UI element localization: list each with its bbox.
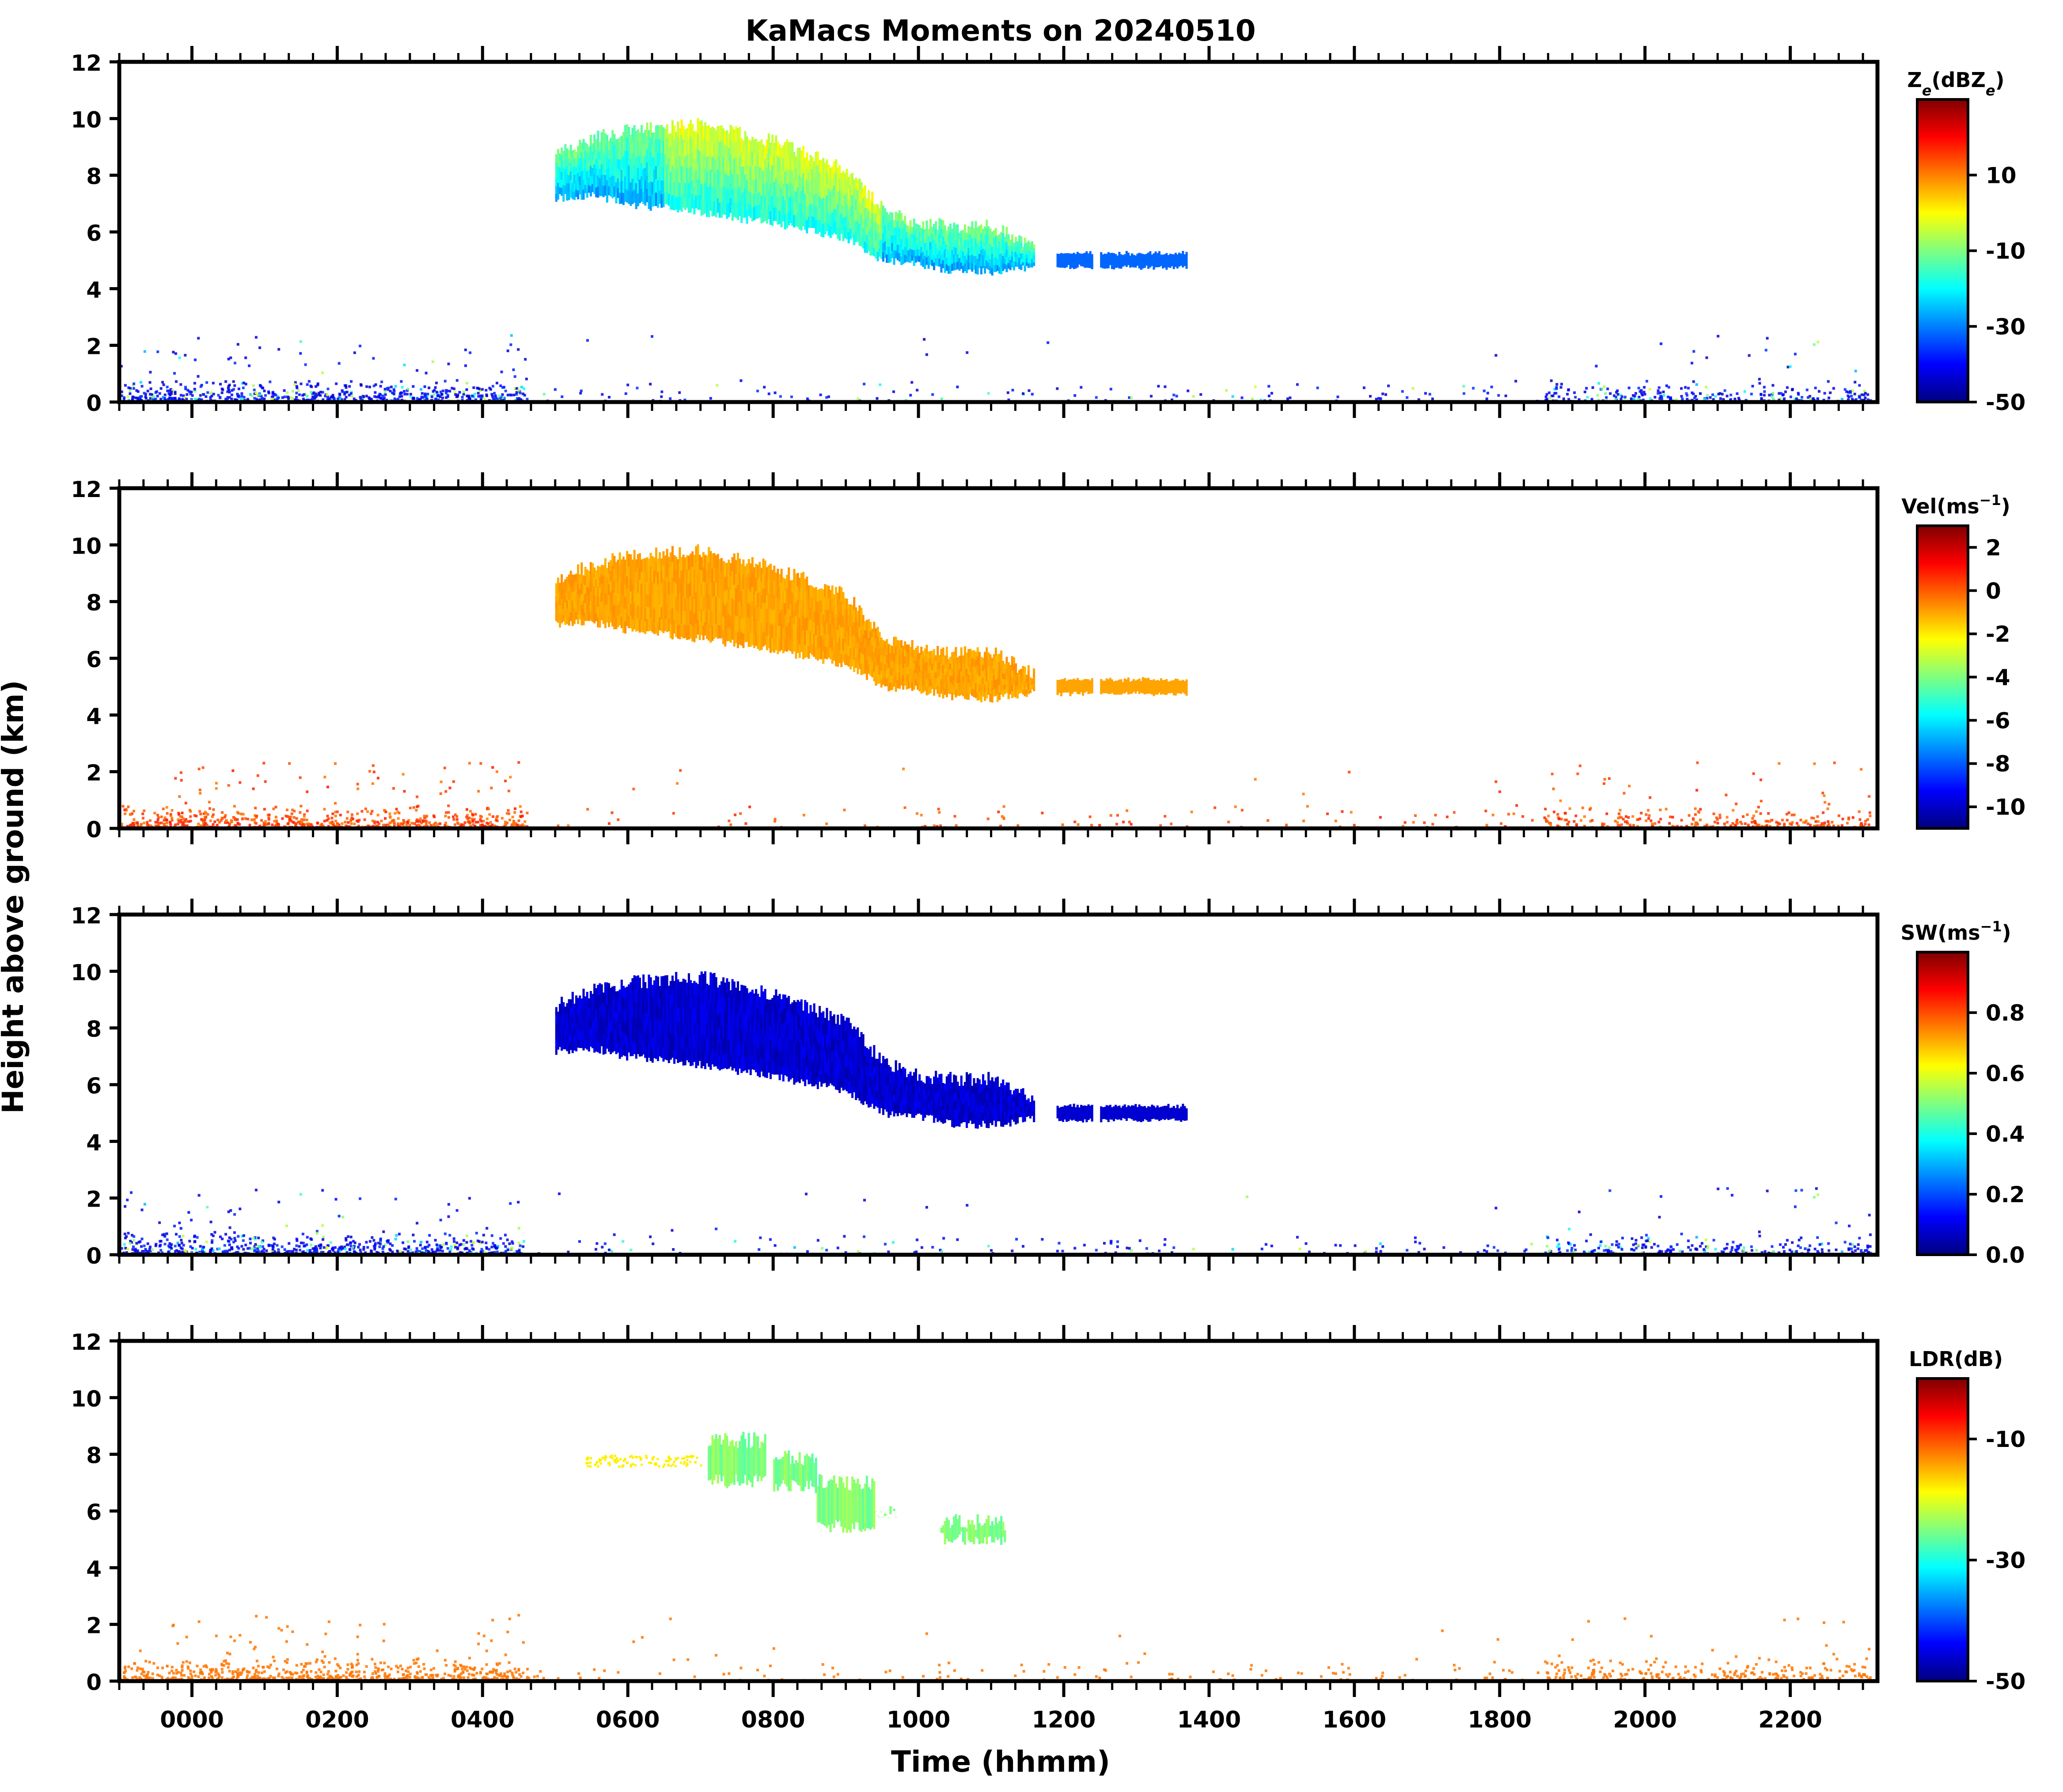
- ground-clutter: [120, 1614, 1877, 1681]
- colorbar-ldr: LDR(dB) -10 -30 -50: [1909, 1347, 2025, 1694]
- y-tick-label: 2: [86, 1613, 102, 1639]
- ground-clutter: [120, 334, 1874, 402]
- y-tick-label: 12: [71, 903, 102, 929]
- y-tick-label: 4: [86, 1556, 102, 1582]
- x-tick-label: 0000: [160, 1707, 224, 1733]
- x-tick-label: 1000: [887, 1707, 951, 1733]
- cloud-echo: [555, 118, 1188, 276]
- cloud-echo: [555, 971, 1188, 1129]
- colorbar-tick-label: -30: [1986, 314, 2025, 340]
- y-tick-label: 8: [86, 590, 102, 616]
- colorbar-tick-label: -50: [1986, 1669, 2025, 1694]
- panel-vel: 0 2 4 6 8 10 12 Vel(ms−1) 2 0 -2 -4 -6 -8 -10: [71, 472, 2025, 844]
- y-tick-label: 0: [86, 1670, 102, 1695]
- panels: 0 2 4 6 8 10 12 Ze(dBZe) 10 -10 -30 -50 0 2 4 6 8 10 12 Vel…: [71, 46, 2025, 1733]
- colorbar-label: LDR(dB): [1909, 1347, 2003, 1371]
- y-tick-label: 4: [86, 277, 102, 303]
- colorbar-tick-label: 0.0: [1986, 1242, 2025, 1268]
- x-tick-label: 0800: [741, 1707, 805, 1733]
- figure-title: KaMacs Moments on 20240510: [745, 14, 1255, 48]
- colorbar-tick-label: -30: [1986, 1548, 2025, 1573]
- y-tick-label: 8: [86, 164, 102, 190]
- panel-sw: 0 2 4 6 8 10 12 SW(ms−1) 0.8 0.6 0.4 0.2 0.0: [71, 899, 2025, 1271]
- y-tick-label: 4: [86, 1130, 102, 1155]
- colorbar-tick-label: -10: [1986, 239, 2025, 264]
- colorbar-tick-label: -10: [1986, 1427, 2025, 1452]
- y-tick-label: 10: [71, 107, 102, 133]
- colorbar-gradient: [1916, 98, 1969, 403]
- colorbar-tick-label: 0.6: [1986, 1061, 2025, 1086]
- y-tick-label: 12: [71, 477, 102, 502]
- y-tick-label: 2: [86, 334, 102, 360]
- y-tick-label: 12: [71, 50, 102, 76]
- x-tick-label: 2200: [1758, 1707, 1822, 1733]
- colorbar-tick-label: -2: [1986, 622, 2010, 647]
- y-tick-label: 8: [86, 1443, 102, 1469]
- y-axis-label: Height above ground (km): [0, 680, 30, 1114]
- colorbar-ze: Ze(dBZe) 10 -10 -30 -50: [1907, 68, 2025, 415]
- axes-frame: [117, 1339, 1880, 1683]
- x-tick-label: 1200: [1032, 1707, 1096, 1733]
- x-axis-label: Time (hhmm): [891, 1745, 1110, 1779]
- y-tick-label: 2: [86, 760, 102, 786]
- colorbar-tick-label: -8: [1986, 751, 2010, 777]
- y-tick-label: 10: [71, 1386, 102, 1412]
- ground-clutter: [119, 761, 1872, 828]
- plot-area: [119, 544, 1872, 828]
- y-tick-label: 2: [86, 1187, 102, 1212]
- ground-clutter: [119, 1187, 1877, 1255]
- colorbar-tick-label: -50: [1986, 390, 2025, 415]
- colorbar-tick-label: 0.2: [1986, 1182, 2025, 1207]
- x-tick-label: 0200: [305, 1707, 369, 1733]
- x-tick-label: 1800: [1468, 1707, 1532, 1733]
- y-tick-label: 12: [71, 1329, 102, 1355]
- y-tick-label: 6: [86, 220, 102, 246]
- panel-ze: 0 2 4 6 8 10 12 Ze(dBZe) 10 -10 -30 -50: [71, 46, 2025, 418]
- y-tick-label: 0: [86, 1243, 102, 1269]
- colorbar-tick-label: 0.4: [1986, 1121, 2025, 1147]
- y-tick-label: 0: [86, 391, 102, 416]
- colorbar-sw: SW(ms−1) 0.8 0.6 0.4 0.2 0.0: [1900, 918, 2025, 1268]
- colorbar-tick-label: 10: [1986, 163, 2017, 188]
- panel-ldr: 0 2 4 6 8 10 12 0000 0200 0400 0600 0800 1000 1200 140…: [71, 1325, 2025, 1733]
- y-tick-label: 10: [71, 960, 102, 985]
- x-tick-label: 0400: [451, 1707, 515, 1733]
- cloud-echo: [555, 544, 1188, 703]
- colorbar-tick-label: 0.8: [1986, 1000, 2025, 1026]
- x-tick-label: 2000: [1613, 1707, 1677, 1733]
- y-tick-label: 6: [86, 1500, 102, 1525]
- plot-area: [119, 971, 1877, 1255]
- colorbar-gradient: [1916, 951, 1969, 1256]
- y-tick-label: 6: [86, 1073, 102, 1099]
- y-tick-label: 8: [86, 1017, 102, 1042]
- colorbar-label: Vel(ms−1): [1901, 492, 2010, 518]
- y-tick-label: 4: [86, 703, 102, 729]
- colorbar-tick-label: 0: [1986, 578, 2001, 604]
- colorbar-tick-label: 2: [1986, 535, 2001, 561]
- colorbar-tick-label: -6: [1986, 708, 2010, 733]
- colorbar-gradient: [1916, 1377, 1969, 1682]
- colorbar-label: Ze(dBZe): [1907, 68, 2004, 99]
- cloud-echo: [585, 1431, 1006, 1545]
- colorbar-gradient: [1916, 524, 1969, 830]
- colorbar-vel: Vel(ms−1) 2 0 -2 -4 -6 -8 -10: [1901, 492, 2025, 830]
- y-tick-label: 0: [86, 817, 102, 843]
- colorbar-tick-label: -4: [1986, 665, 2010, 691]
- x-tick-label: 0600: [596, 1707, 660, 1733]
- colorbar-label: SW(ms−1): [1900, 918, 2011, 945]
- colorbar-tick-label: -10: [1986, 794, 2025, 820]
- y-tick-label: 6: [86, 647, 102, 672]
- plot-area: [120, 118, 1874, 402]
- y-tick-label: 10: [71, 533, 102, 559]
- plot-area: [120, 1431, 1877, 1681]
- axes-frame: [117, 60, 1880, 404]
- x-tick-label: 1600: [1323, 1707, 1387, 1733]
- x-tick-label: 1400: [1177, 1707, 1241, 1733]
